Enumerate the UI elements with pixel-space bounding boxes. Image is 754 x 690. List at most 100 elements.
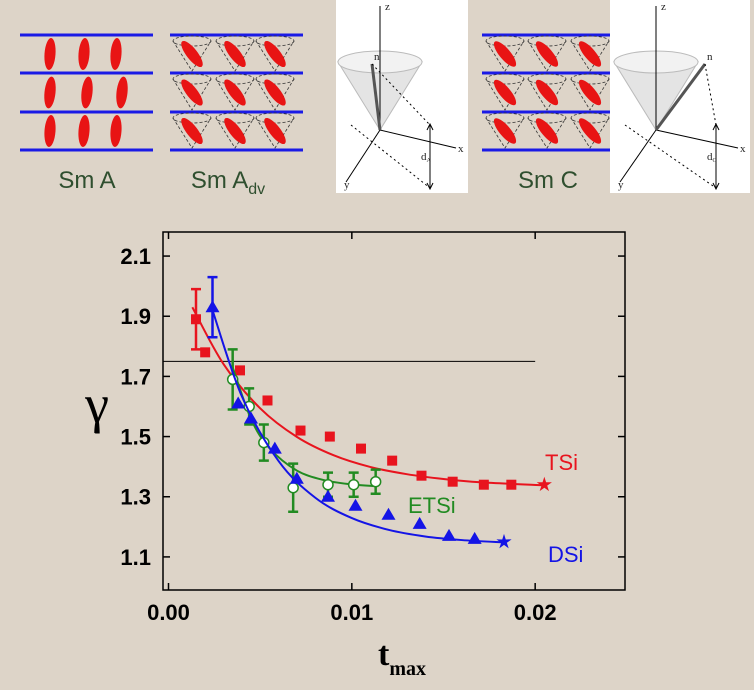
point [442, 528, 456, 541]
point [536, 476, 552, 492]
point [387, 455, 398, 466]
molecule [44, 38, 56, 70]
x-axis-label-text: t [378, 636, 390, 673]
molecule [224, 117, 246, 145]
molecule [535, 41, 559, 67]
cone-side [485, 117, 525, 149]
y-tick-label: 1.5 [120, 425, 151, 450]
molecule [81, 76, 93, 109]
cone-rim [215, 112, 255, 124]
fit-curve [191, 306, 545, 487]
arrow-head [426, 122, 434, 191]
point [467, 531, 482, 544]
molecule [110, 115, 122, 147]
cone-side [255, 117, 295, 149]
cone-side [172, 117, 212, 149]
point [231, 396, 246, 409]
spacing-letter: d [421, 151, 427, 163]
point [412, 516, 427, 529]
cone-rim [255, 35, 295, 47]
series-label: ETSi [408, 493, 456, 518]
cone-rim [215, 35, 255, 47]
cone-rim [172, 35, 212, 47]
x-axis-label: tmax [378, 636, 426, 680]
cone-rim [255, 73, 295, 85]
cone-side [485, 40, 525, 72]
molecule [181, 40, 203, 68]
point [381, 507, 396, 520]
spacing-label: dC [707, 151, 717, 164]
dotted [704, 63, 717, 126]
cone-side [255, 40, 295, 72]
phase-label: Sm A [58, 167, 115, 194]
cone-rim [172, 73, 212, 85]
cone-side [570, 78, 610, 111]
cone-rim [215, 73, 255, 85]
axis-x [655, 129, 739, 149]
y-tick-label: 1.3 [120, 485, 151, 510]
cone-rim [527, 73, 567, 85]
molecule [181, 117, 203, 145]
point [322, 478, 334, 491]
cone-rim [485, 35, 525, 47]
y-tick-label: 2.1 [120, 244, 151, 269]
cone-side [485, 78, 525, 111]
y-tick-label: 1.1 [120, 545, 151, 570]
molecule [264, 40, 286, 68]
x-tick-label: 0.02 [514, 600, 557, 625]
arrow-head [712, 122, 720, 191]
axis-x [379, 129, 457, 149]
spacing-label: dA [421, 151, 432, 164]
molecule [493, 41, 517, 67]
director [654, 63, 707, 131]
spacing-sub: A [427, 158, 432, 164]
point [200, 347, 211, 358]
x-tick-label: 0.01 [330, 600, 373, 625]
cone-side [215, 40, 255, 72]
molecule [493, 79, 517, 106]
x-tick-label: 0.00 [147, 600, 190, 625]
cone-rim [527, 35, 567, 47]
point [447, 476, 458, 487]
y-tick-label: 1.7 [120, 364, 151, 389]
phase-label: Sm Adv [191, 167, 265, 198]
molecule [264, 79, 286, 106]
point [191, 314, 201, 325]
spacing-letter: d [707, 151, 713, 163]
point [347, 478, 360, 491]
cone-rim [485, 112, 525, 124]
cone-side [172, 78, 212, 111]
axis-letter: y [618, 179, 624, 191]
point [478, 479, 489, 490]
molecule [110, 38, 122, 70]
molecule [578, 41, 602, 67]
point [321, 489, 335, 502]
point [287, 481, 299, 494]
molecule [578, 79, 602, 106]
director [370, 63, 382, 131]
plot-frame [162, 231, 626, 591]
plot: 1.1 1.3 1.5 1.7 1.9 2.1 0.00 0.01 0.02 γ tmax TSi ET… [84, 231, 626, 680]
molecule [44, 76, 56, 109]
point [356, 443, 366, 454]
point [324, 431, 335, 442]
cone-rim [255, 112, 295, 124]
molecule [535, 79, 559, 106]
molecule [224, 40, 246, 68]
point [369, 475, 382, 488]
point [244, 411, 258, 424]
cone-rim [570, 112, 610, 124]
axis-letter: x [458, 143, 464, 155]
axis-letter: z [661, 1, 666, 13]
cone-side [255, 78, 295, 111]
molecule [493, 118, 517, 144]
cone-side [570, 117, 610, 149]
spacing-sub: C [713, 158, 717, 164]
cone-side [527, 40, 567, 72]
point [295, 425, 306, 436]
molecule [224, 79, 246, 106]
cone-side [215, 117, 255, 149]
point [262, 395, 273, 406]
